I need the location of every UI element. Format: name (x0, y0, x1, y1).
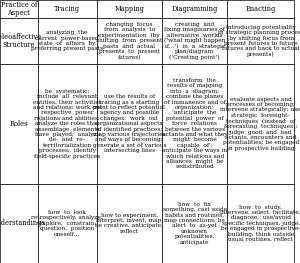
Bar (162, 18, 227, 64)
Text: Understandings: Understandings (0, 219, 46, 227)
Text: Diagramming: Diagramming (172, 5, 218, 13)
Bar (97, 64, 162, 184)
Text: creating  and
fixing imaginaries of
alternative  worlds
('what might happen
if..: creating and fixing imaginaries of alter… (164, 22, 225, 60)
Text: changing  focus
from  analysis  to
experimentation  (by
shifting  from  present
: changing focus from analysis to experime… (96, 22, 163, 60)
Bar (227, 64, 294, 184)
Text: how  to  study,
intervene, select, facilitate,
diagnose,  use/avoid
specific tec: how to study, intervene, select, facilit… (220, 205, 300, 242)
Text: be  systematic;
include  all  relevant
entities, their activities
and relations;: be systematic; include all relevant enti… (33, 89, 102, 159)
Bar (227, 184, 294, 263)
Bar (97, 18, 162, 64)
Bar (227, 18, 294, 64)
Text: use the results of
tracing as a starting
point to reflect potential
agency and p: use the results of tracing as a starting… (93, 94, 166, 153)
Bar (38, 64, 97, 184)
Bar (0, 184, 38, 263)
Text: analyzing  the
current  power-based
state  of  affairs  by
preferring present pa: analyzing the current power-based state … (31, 30, 103, 52)
Text: evaluate aspects and
processes of becoming;
intervene strategically; use
strateg: evaluate aspects and processes of becomi… (220, 97, 300, 151)
Bar (38, 184, 97, 263)
Text: Roles: Roles (10, 120, 28, 128)
Bar (38, 18, 97, 64)
Text: how  to  fix
something, cast aside
habits and routines,
map connections, be
aler: how to fix something, cast aside habits … (163, 202, 227, 245)
Text: Tracing: Tracing (54, 5, 80, 13)
Bar (0, 64, 38, 184)
Bar (162, 64, 227, 184)
Text: introducing potentiality
in strategic planning process
(by shifting focus from
p: introducing potentiality in strategic pl… (218, 25, 300, 57)
Text: Mapping: Mapping (114, 5, 144, 13)
Text: how to experiment,
interpret, invent, map,
be creative, anticipate,
reflect: how to experiment, interpret, invent, ma… (95, 213, 163, 234)
Bar (0, 18, 38, 64)
Bar (97, 184, 162, 263)
Bar (162, 0, 227, 18)
Text: Practice of
Aspect: Practice of Aspect (1, 1, 37, 17)
Bar (0, 0, 38, 18)
Text: Teleoaffective
Structure: Teleoaffective Structure (0, 33, 43, 49)
Text: Enacting: Enacting (246, 5, 276, 13)
Text: transform  the
results of mapping
into  a  diagram;
combine the planes
of immane: transform the results of mapping into a … (162, 78, 228, 169)
Bar (38, 0, 97, 18)
Text: how  to  look
retrospectively, analyze,
explore,  constrain,
question,  position: how to look retrospectively, analyze, ex… (32, 210, 103, 237)
Bar (227, 0, 294, 18)
Bar (97, 0, 162, 18)
Bar (162, 184, 227, 263)
